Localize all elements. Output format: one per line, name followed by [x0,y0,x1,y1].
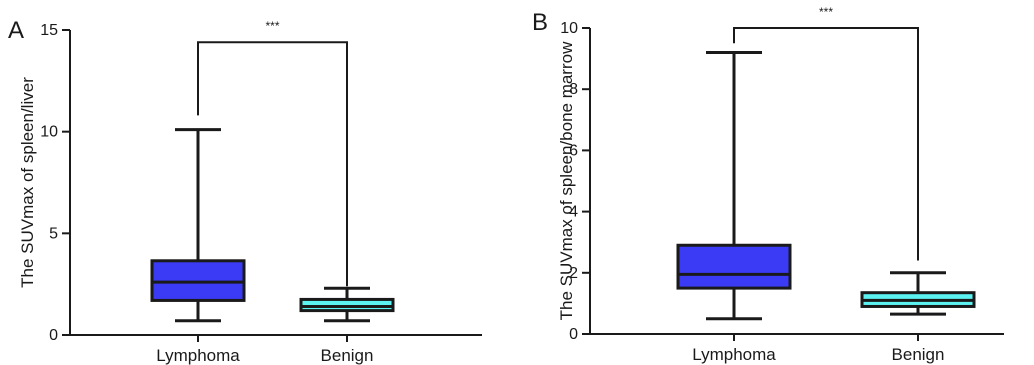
bracket-line [197,41,348,287]
box-benign [299,286,395,323]
y-tick-label: 10 [560,20,578,37]
y-tick-label: 4 [569,204,578,221]
box-lymphoma [676,50,792,321]
iqr-box [150,259,246,302]
chart-panel-b: B The SUVmax of spleen/bone marrow 0 2 4 6 8 10… [532,5,1004,364]
x-tick-label: Lymphoma [692,345,776,364]
y-tick-label: 5 [49,225,58,242]
iqr-box [299,297,395,313]
y-tick-label: 10 [40,124,58,141]
significance-bracket: *** [733,5,919,261]
y-tick-label: 15 [40,22,58,39]
y-tick-label: 0 [569,326,578,343]
x-tick-label: Lymphoma [156,346,240,365]
bracket-line [733,27,919,261]
x-tick-label: Benign [892,345,945,364]
y-axis-title: The SUVmax of spleen/liver [18,77,37,288]
chart-panel-a: A The SUVmax of spleen/liver 0 5 10 15 Lymphom… [8,17,482,365]
box-benign [860,271,976,316]
y-tick-label: 6 [569,142,578,159]
panel-label: B [532,9,548,36]
panel-label: A [8,17,24,44]
y-tick-label: 0 [49,327,58,344]
significance-label: *** [265,19,279,33]
y-tick-label: 2 [569,265,578,282]
box-lymphoma [150,128,246,323]
y-axis-title: The SUVmax of spleen/bone marrow [557,41,576,320]
significance-label: *** [819,5,833,19]
significance-bracket: *** [197,19,348,287]
y-tick-label: 8 [569,81,578,98]
iqr-box [676,243,792,290]
x-tick-label: Benign [321,346,374,365]
